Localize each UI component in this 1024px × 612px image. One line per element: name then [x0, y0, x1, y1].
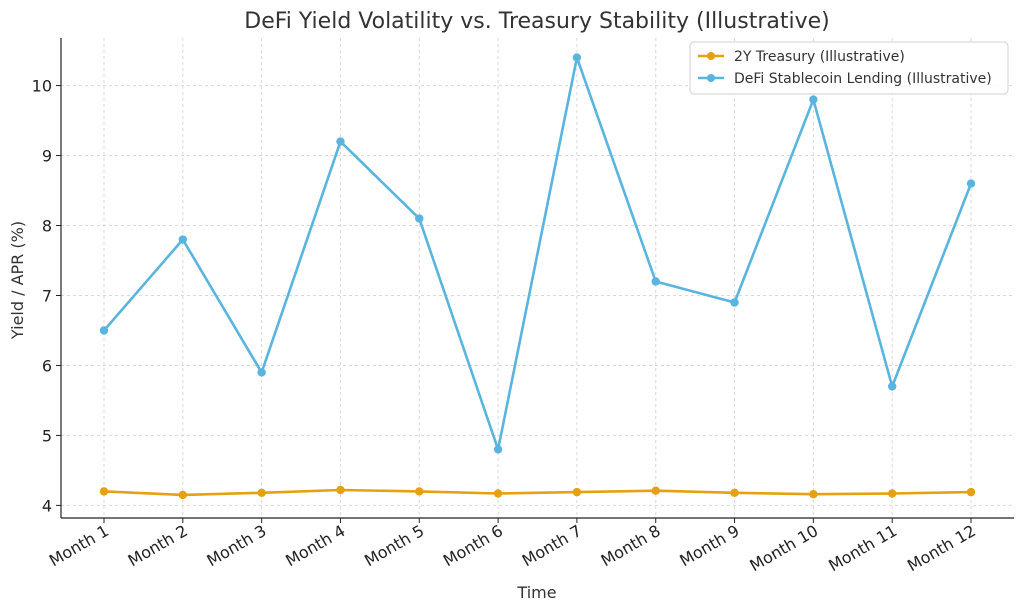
y-tick-label: 8 — [42, 217, 52, 236]
chart-title: DeFi Yield Volatility vs. Treasury Stabi… — [244, 9, 829, 34]
data-point — [809, 490, 818, 499]
x-tick-label: Month 2 — [125, 521, 191, 570]
data-point — [572, 53, 582, 62]
data-point — [887, 489, 897, 498]
data-point — [493, 489, 503, 498]
x-tick-label: Month 4 — [282, 521, 348, 570]
y-tick-label: 6 — [42, 356, 52, 375]
y-tick-label: 9 — [42, 147, 52, 166]
x-tick-label: Month 1 — [46, 521, 112, 570]
y-tick-label: 5 — [42, 426, 52, 445]
y-axis-label: Yield / APR (%) — [8, 221, 27, 340]
data-point — [966, 179, 976, 188]
data-point — [966, 487, 976, 497]
data-point — [651, 277, 660, 286]
legend: 2Y Treasury (Illustrative) DeFi Stablecoi… — [689, 41, 1009, 95]
legend-marker — [707, 52, 715, 60]
data-point — [415, 214, 424, 223]
x-tick-label: Month 5 — [361, 521, 427, 570]
data-point — [178, 490, 188, 500]
x-tick-label: Month 8 — [598, 521, 664, 570]
data-point — [415, 487, 424, 496]
data-point — [336, 137, 345, 146]
x-tick-label: Month 11 — [825, 521, 900, 575]
data-point — [99, 326, 109, 335]
data-point — [809, 95, 818, 104]
series-line — [103, 56, 973, 451]
legend-entry: DeFi Stablecoin Lending (Illustrative) — [698, 71, 992, 87]
legend-box — [689, 41, 1009, 95]
legend-label: 2Y Treasury (Illustrative) — [734, 49, 905, 65]
y-tick-label: 4 — [42, 496, 52, 515]
series — [99, 53, 976, 500]
x-tick-label: Month 9 — [676, 521, 742, 570]
data-point — [336, 485, 345, 495]
data-point — [730, 298, 739, 307]
legend-marker — [707, 74, 715, 82]
series-2 — [99, 53, 976, 454]
data-point — [257, 488, 266, 498]
legend-label: DeFi Stablecoin Lending (Illustrative) — [734, 71, 992, 87]
x-tick-label: Month 10 — [746, 521, 821, 575]
data-point — [493, 445, 503, 454]
data-point — [572, 487, 582, 497]
data-point — [99, 487, 109, 496]
data-point — [257, 368, 266, 377]
data-point — [651, 486, 660, 495]
y-tick-label: 7 — [42, 286, 52, 305]
legend-entry: 2Y Treasury (Illustrative) — [698, 49, 905, 65]
x-tick-label: Month 6 — [440, 521, 506, 570]
x-axis-label: Time — [516, 583, 556, 602]
x-tick-label: Month 3 — [203, 521, 269, 570]
data-point — [887, 382, 897, 391]
series-line — [103, 488, 972, 497]
data-point — [178, 235, 188, 244]
series-1 — [99, 485, 976, 500]
y-tick-label: 10 — [32, 77, 52, 96]
y-ticks: 4 5 6 7 8 9 10 — [32, 77, 61, 515]
grid — [61, 38, 1014, 518]
axes — [60, 38, 1014, 519]
x-tick-label: Month 12 — [904, 521, 979, 575]
x-tick-label: Month 7 — [519, 521, 585, 570]
x-ticks: Month 1 Month 2 Month 3 Month 4 Month 5 Month… — [46, 518, 979, 575]
data-point — [730, 488, 739, 498]
